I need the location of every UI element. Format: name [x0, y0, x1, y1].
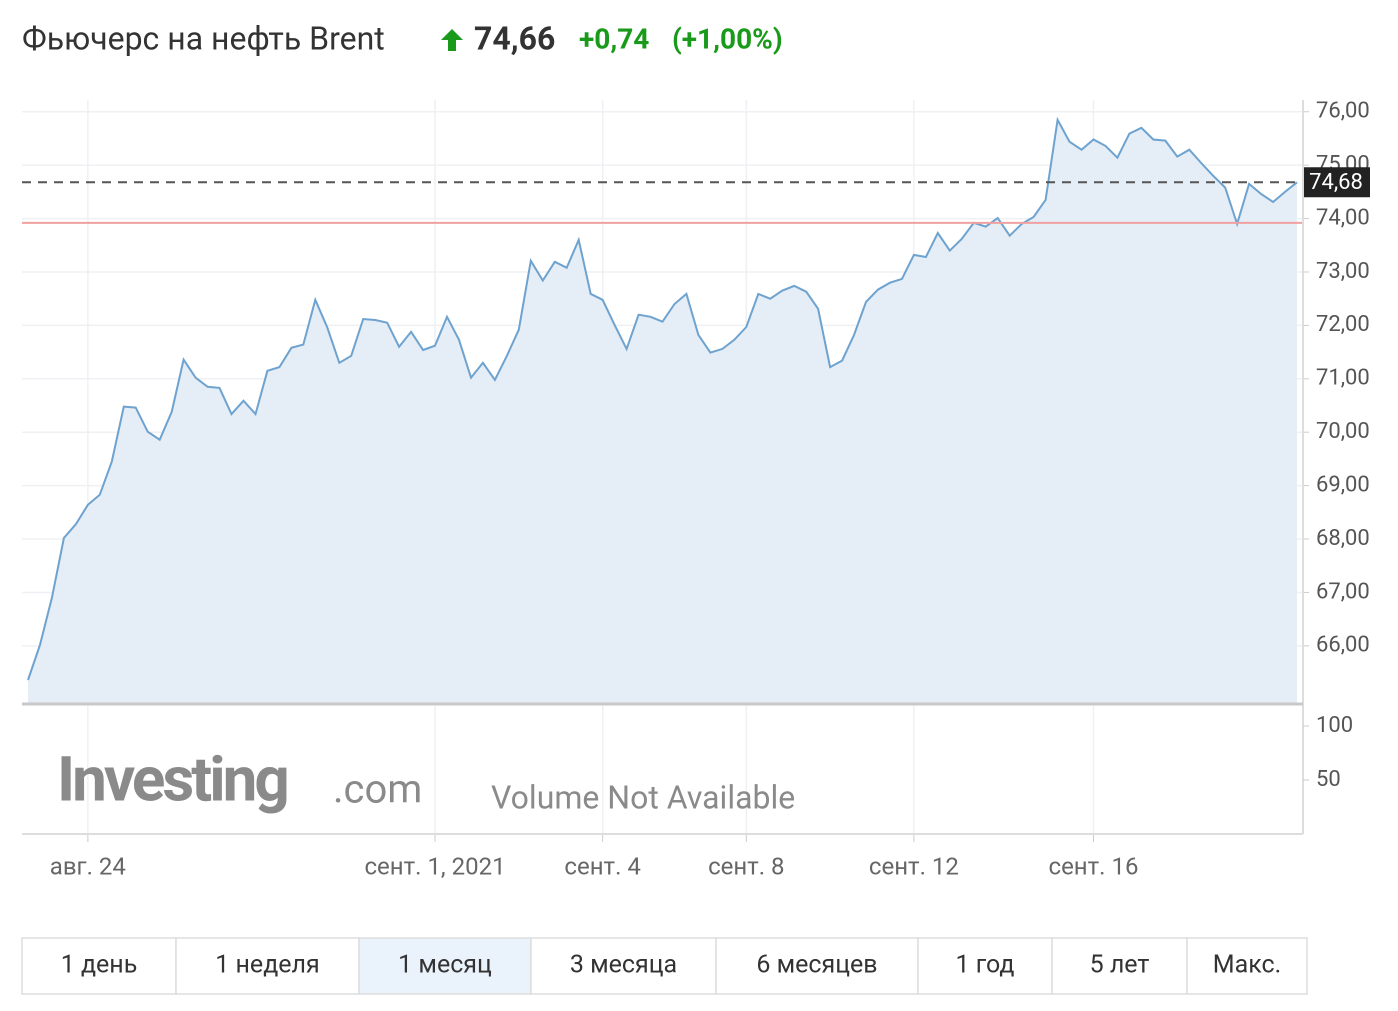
change: +0,74	[579, 22, 649, 55]
x-tick-label: сент. 4	[564, 852, 640, 880]
change-percent: (+1,00%)	[672, 22, 783, 55]
x-tick-label: сент. 1, 2021	[364, 852, 505, 880]
plot: 76,0075,0074,0073,0072,0071,0070,0069,00…	[22, 99, 1370, 880]
period-label[interactable]: 1 месяц	[398, 951, 492, 980]
x-tick-label: сент. 8	[708, 852, 784, 880]
period-label[interactable]: 6 месяцев	[756, 951, 877, 980]
period-selector: 1 день 1 неделя 1 месяц 3 месяца 6 месяцев 1 …	[21, 937, 1308, 995]
current-price-box	[1304, 167, 1370, 198]
period-label[interactable]: 1 день	[61, 951, 138, 980]
x-tick-label: сент. 12	[869, 852, 959, 880]
period-button[interactable]	[175, 937, 360, 995]
y-tick-label: 70,00	[1316, 419, 1370, 444]
period-label[interactable]: 3 месяца	[570, 951, 677, 980]
period-label[interactable]: 1 год	[956, 951, 1015, 980]
y-tick-label: 74,00	[1316, 205, 1370, 230]
title: Фьючерс на нефть Brent	[22, 19, 385, 57]
period-label[interactable]: 5 лет	[1090, 951, 1150, 980]
y-tick-label: 69,00	[1316, 472, 1370, 497]
y-tick-label: 66,00	[1316, 633, 1370, 658]
period-button[interactable]	[1186, 937, 1308, 995]
y-tick-label: 72,00	[1316, 312, 1370, 337]
logo-name: Investing	[57, 743, 287, 816]
period-button[interactable]	[917, 937, 1053, 995]
y-tick-label: 73,00	[1316, 259, 1370, 284]
current-price-label: 74,68	[1309, 170, 1363, 195]
line	[27, 116, 1298, 681]
period-button[interactable]	[1051, 937, 1188, 995]
y-tick-label: 67,00	[1316, 579, 1370, 604]
period-button[interactable]	[358, 937, 532, 995]
period-label[interactable]: Макс.	[1213, 951, 1281, 980]
volume-tick-label: 100	[1316, 713, 1353, 738]
y-tick-label: 76,00	[1316, 99, 1370, 124]
x-tick-label: сент. 16	[1049, 852, 1139, 880]
logo-suffix: .com	[333, 766, 422, 813]
volume-message: Volume Not Available	[491, 778, 795, 816]
y-tick-label: 71,00	[1316, 366, 1370, 391]
volume-tick-label: 50	[1316, 767, 1341, 792]
price: 74,66	[474, 19, 555, 57]
period-label[interactable]: 1 неделя	[215, 951, 319, 980]
x-tick-label: авг. 24	[50, 852, 126, 880]
area	[28, 119, 1297, 704]
up-arrow	[441, 29, 463, 51]
y-tick-label: 68,00	[1316, 526, 1370, 551]
